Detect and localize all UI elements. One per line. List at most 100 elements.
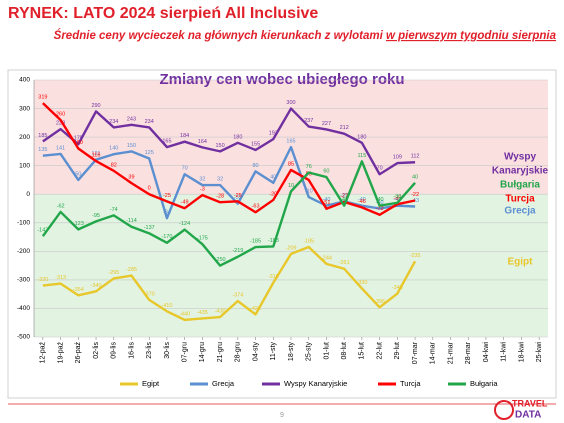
data-label: 115 xyxy=(358,153,367,159)
data-label: 234 xyxy=(145,119,154,125)
series-annotation: Turcja xyxy=(505,194,535,205)
x-tick-label: 18-kwi xyxy=(518,342,525,363)
data-label: -25 xyxy=(163,193,171,199)
data-label: 60 xyxy=(323,169,329,175)
x-tick-label: 14-mar xyxy=(430,341,437,364)
data-label: -40 xyxy=(358,197,366,203)
data-label: -95 xyxy=(92,213,100,219)
data-label: -114 xyxy=(126,218,137,224)
x-tick-label: 23-lis xyxy=(146,342,153,359)
data-label: 193 xyxy=(269,131,278,137)
x-tick-label: 29-lut xyxy=(394,342,401,360)
data-label: 82 xyxy=(111,162,117,168)
data-label: -440 xyxy=(179,311,190,317)
y-tick-label: 400 xyxy=(19,77,30,84)
data-label: 234 xyxy=(109,119,118,125)
logo-bottom: DATA xyxy=(515,410,541,421)
data-label: 116 xyxy=(92,153,101,159)
data-label: 135 xyxy=(38,147,47,153)
data-label: 140 xyxy=(109,146,118,152)
data-label: 319 xyxy=(38,95,47,101)
y-tick-label: 0 xyxy=(26,191,30,198)
data-label: 0 xyxy=(148,186,151,192)
data-label: 228 xyxy=(56,121,65,127)
data-label: -430 xyxy=(215,308,226,314)
data-label: 70 xyxy=(182,166,188,172)
data-label: 32 xyxy=(199,177,205,183)
data-label: -396 xyxy=(374,299,385,305)
data-label: -40 xyxy=(376,197,384,203)
data-label: 160 xyxy=(74,140,83,146)
page-number: 9 xyxy=(280,412,284,419)
data-label: 40 xyxy=(412,174,418,180)
series-annotation: Egipt xyxy=(508,257,534,268)
x-tick-label: 15-lut xyxy=(359,342,366,360)
legend-label: Wyspy Kanaryjskie xyxy=(284,379,347,388)
x-tick-label: 09-lis xyxy=(111,342,118,359)
data-label: -354 xyxy=(73,287,84,293)
x-tick-label: 08-lut xyxy=(341,342,348,360)
data-label: 300 xyxy=(286,100,295,106)
data-label: -250 xyxy=(215,257,226,263)
data-label: -435 xyxy=(197,310,208,316)
y-tick-label: -300 xyxy=(17,277,30,284)
logo-top: TRAVEL xyxy=(512,398,548,408)
data-label: -244 xyxy=(321,255,332,261)
data-label: 175 xyxy=(74,136,83,142)
data-label: -62 xyxy=(57,203,65,209)
data-label: -51 xyxy=(322,200,330,206)
y-tick-label: 200 xyxy=(19,134,30,141)
series-line xyxy=(41,160,416,267)
legend-label: Turcja xyxy=(400,379,421,388)
x-tick-label: 28-mar xyxy=(465,341,472,364)
y-tick-label: -200 xyxy=(17,248,30,255)
data-label: -235 xyxy=(410,253,421,259)
data-label: -84 xyxy=(163,210,171,216)
data-label: -320 xyxy=(37,277,48,283)
x-tick-label: 01-lut xyxy=(323,342,330,360)
data-label: -40 xyxy=(340,197,348,203)
data-label: -25 xyxy=(340,193,348,199)
x-tick-label: 18-sty xyxy=(288,342,295,362)
data-label: 85 xyxy=(288,161,294,167)
data-label: 165 xyxy=(162,139,171,145)
data-label: -175 xyxy=(197,236,208,242)
data-label: 109 xyxy=(393,155,402,161)
series-line xyxy=(42,245,417,322)
subtitle-a: Średnie ceny wycieczek na głównych kieru… xyxy=(54,29,386,42)
y-tick-label: -100 xyxy=(17,219,30,226)
data-label: -410 xyxy=(161,303,172,309)
data-label: -421 xyxy=(250,306,261,312)
y-tick-label: -500 xyxy=(17,334,30,341)
data-label: -22 xyxy=(411,192,419,198)
x-tick-label: 22-lut xyxy=(376,342,383,360)
legend-label: Grecja xyxy=(212,379,235,388)
chart-frame xyxy=(7,69,557,399)
data-label: -313 xyxy=(55,275,66,281)
legend-label: Egipt xyxy=(142,379,160,388)
data-label: -28 xyxy=(216,194,224,200)
data-label: 165 xyxy=(286,139,295,145)
data-label: -74 xyxy=(110,207,118,213)
data-label: 70 xyxy=(377,166,383,172)
data-label: -20 xyxy=(269,191,277,197)
data-label: 212 xyxy=(340,125,349,131)
data-label: 112 xyxy=(411,154,420,160)
data-label: 155 xyxy=(251,141,260,147)
subtitle: Średnie ceny wycieczek na głównych kieru… xyxy=(54,29,557,42)
logo-icon xyxy=(494,400,514,420)
data-label: 50 xyxy=(75,171,81,177)
data-label: 32 xyxy=(217,177,223,183)
data-label: 150 xyxy=(127,143,136,149)
data-label: 125 xyxy=(145,150,154,156)
data-label: 180 xyxy=(357,134,366,140)
data-label: -10 xyxy=(305,189,313,195)
data-label: -137 xyxy=(144,225,155,231)
data-label: 141 xyxy=(56,145,65,151)
data-label: -40 xyxy=(322,197,330,203)
data-label: -147 xyxy=(37,228,48,234)
y-tick-label: 300 xyxy=(19,105,30,112)
data-label: -285 xyxy=(126,267,137,273)
data-label: 164 xyxy=(198,139,207,145)
data-label: 290 xyxy=(91,103,100,109)
